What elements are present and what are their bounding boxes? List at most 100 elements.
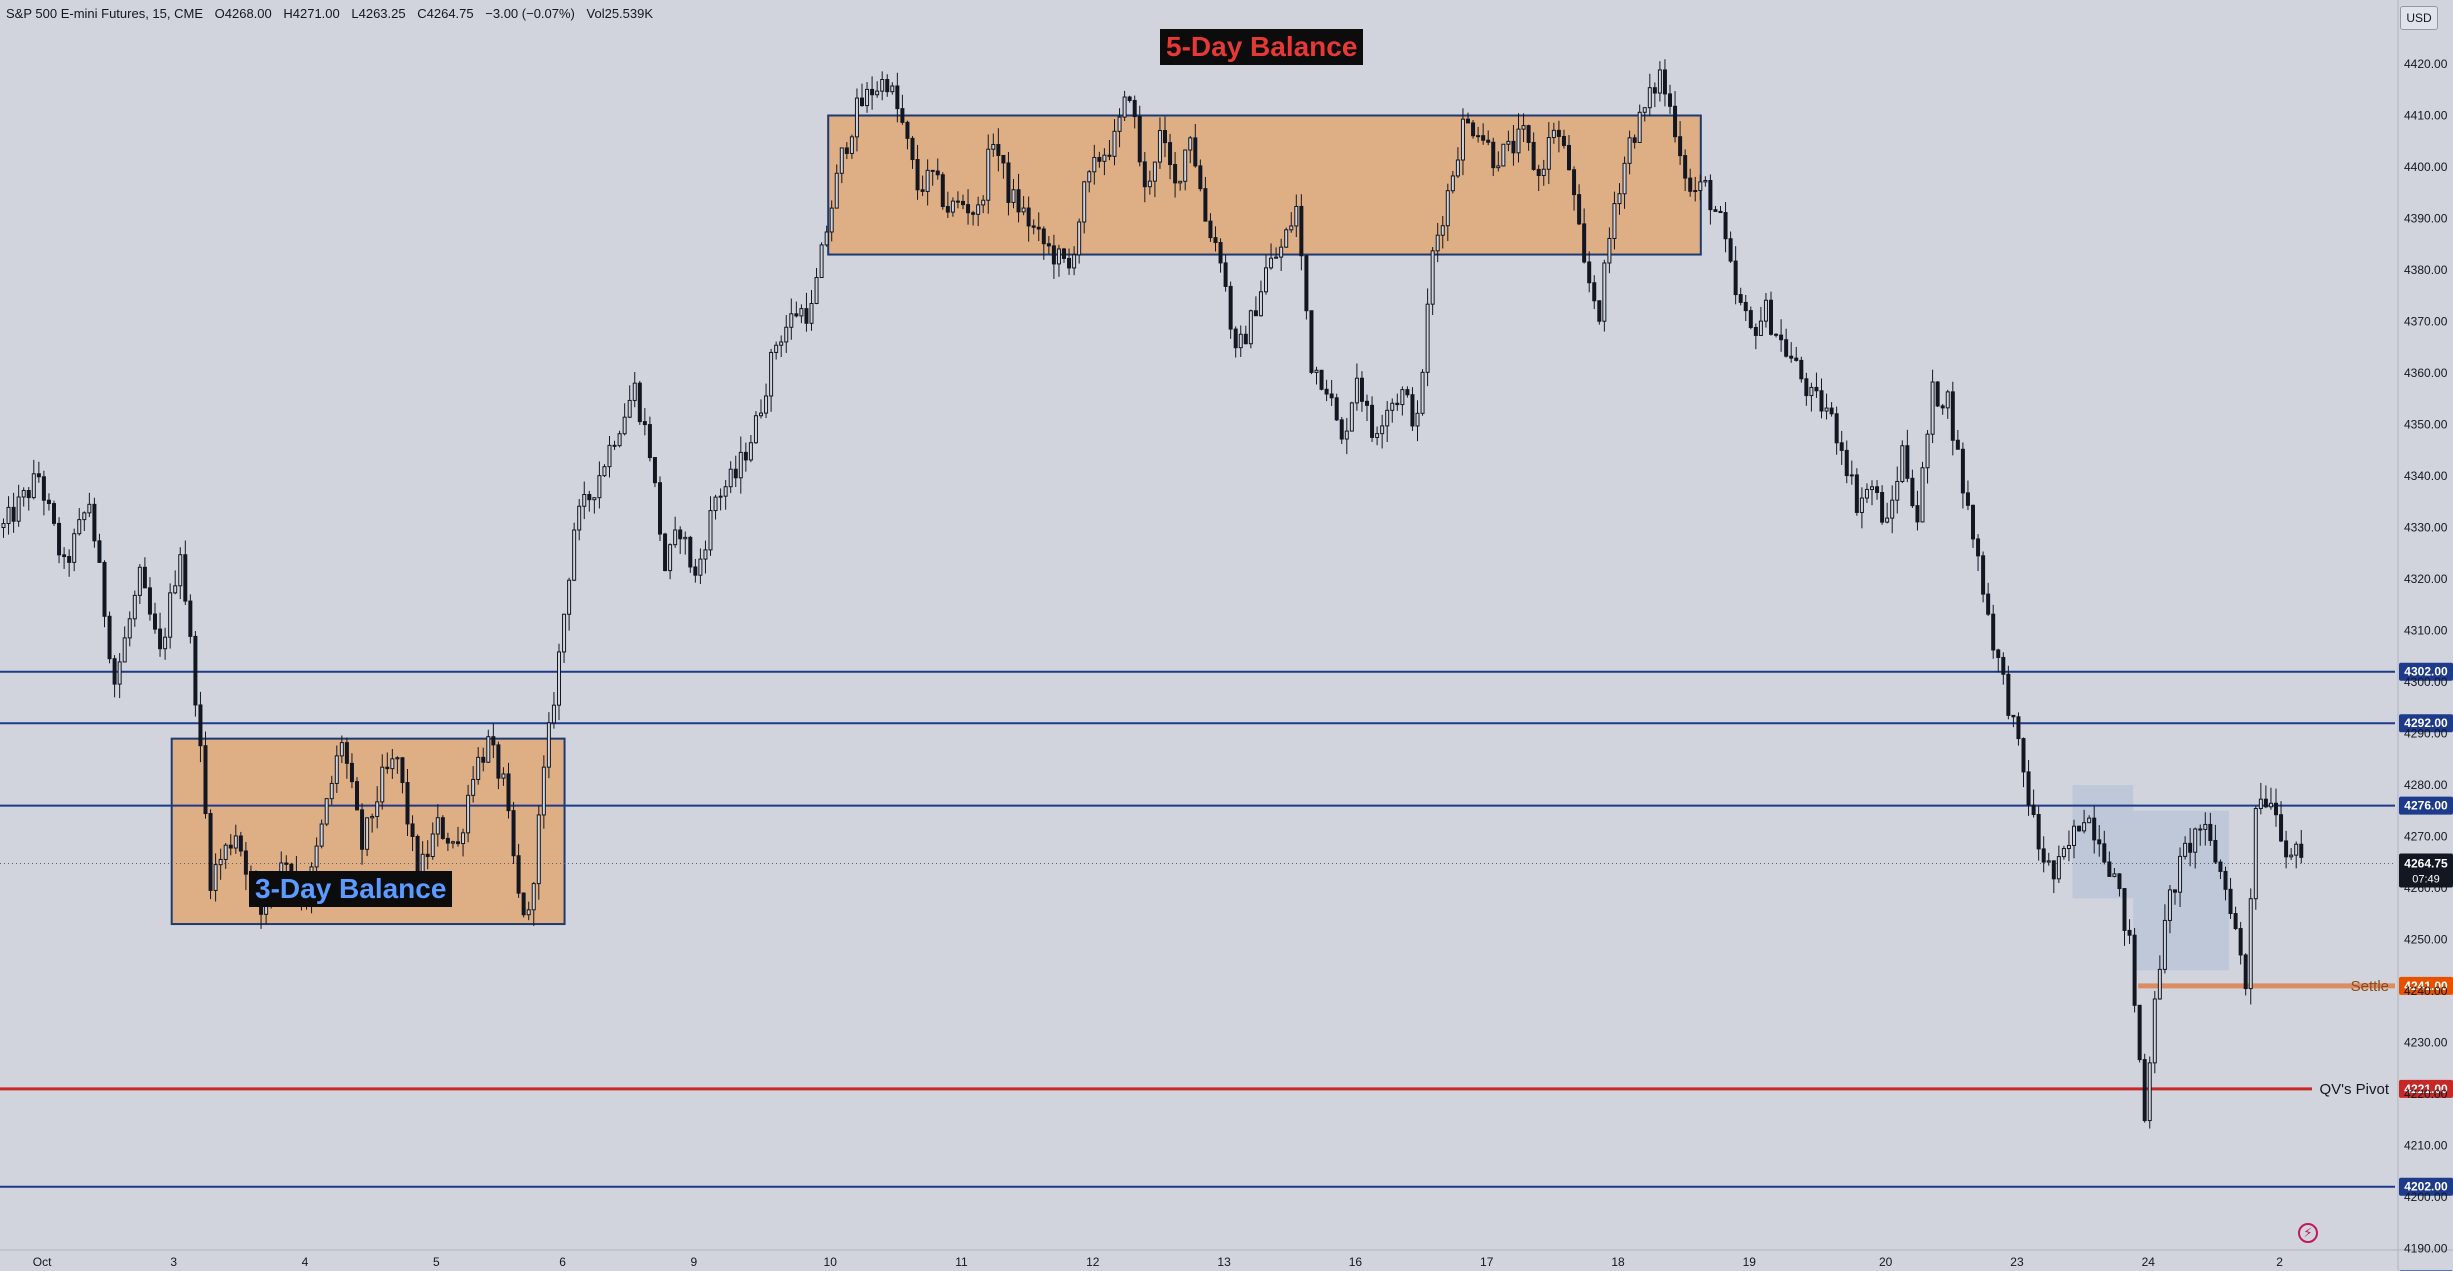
candle-body [1046,243,1051,247]
candle-body [1945,391,1950,409]
candle-body [1072,254,1077,269]
candle-body [2077,825,2082,832]
candle-body [365,817,370,850]
y-tick-label: 4400.00 [2404,160,2448,174]
candle-body [1799,359,1804,380]
candle-body [491,736,496,746]
candle-body [1829,407,1834,415]
candle-body [1652,87,1657,94]
level-price-tag [2399,976,2453,995]
candle-body [602,466,607,477]
candle-body [2117,873,2122,890]
level-price-tag-text: 4302.00 [2404,665,2448,679]
candle-body [1051,245,1056,265]
candle-body [1794,357,1799,361]
candle-body [243,850,248,875]
candle-body [1991,613,1996,651]
candle-body [1546,137,1551,170]
level-price-tag-text: 4221.00 [2404,1082,2448,1096]
candle-body [2253,808,2258,900]
candle-body [546,722,551,768]
candle-body [329,782,334,800]
candle-body [147,587,152,615]
y-tick-label: 4270.00 [2404,830,2448,844]
level-price-tag [2399,714,2453,733]
candle-body [1607,237,1612,264]
candle-body [1183,149,1188,182]
currency-button[interactable]: USD [2400,6,2438,30]
candle-body [1445,190,1450,227]
candle-body [961,200,965,206]
candle-body [6,506,11,525]
candle-body [759,412,763,417]
y-tick-label: 4210.00 [2404,1139,2448,1153]
candle-body [1203,188,1208,222]
candle-body [385,766,390,770]
candle-body [1592,282,1597,302]
candle-body [1642,107,1647,113]
candle-body [1864,488,1869,499]
candle-body [1102,154,1107,162]
candle-body [1006,162,1011,203]
candle-body [713,496,718,512]
candle-body [1506,140,1511,145]
candle-body [112,658,117,685]
candle-body [844,147,849,154]
candle-body [1723,212,1728,240]
candle-body [920,189,925,192]
candle-body [678,529,683,540]
candle-body [1804,378,1809,397]
candle-body [435,817,440,835]
candle-body [1370,404,1375,438]
candle-body [370,815,375,819]
candle-body [2021,738,2026,773]
candle-body [349,762,354,783]
candle-body [390,758,395,770]
candle-body [592,497,597,501]
candle-body [188,600,193,637]
candle-body [829,207,834,233]
candle-body [1536,168,1541,176]
candle-body [1430,250,1435,305]
candle-body [1274,256,1279,259]
candle-body [2001,656,2006,675]
candle-body [163,636,168,650]
candle-body [2097,839,2102,845]
candle-body [1253,310,1258,317]
candle-body [395,757,400,760]
candle-body [208,813,213,891]
candle-body [1016,189,1021,213]
candle-body [1077,221,1082,256]
candle-body [1647,87,1652,109]
candle-body [1743,301,1748,312]
candle-body [1466,118,1470,124]
candle-body [334,755,339,784]
lightning-icon[interactable]: ⚡ [2298,1223,2318,1243]
candle-body [2178,855,2183,893]
candle-body [1955,439,1960,450]
candle-body [955,200,960,203]
candle-body [1774,333,1779,336]
candle-body [1844,449,1849,477]
candle-body [1531,141,1536,170]
candle-body [536,814,541,885]
candle-body [1269,257,1274,269]
candle-body [1915,505,1920,523]
candle-body [890,85,895,93]
candle-body [1738,294,1743,303]
x-tick-label: 4 [302,1255,309,1269]
candle-body [824,231,829,246]
candle-body [693,566,698,576]
candle-body [1561,135,1566,146]
candle-body [1248,310,1253,345]
candle-body [1,523,6,528]
candle-body [97,540,102,563]
candle-body [1758,320,1763,336]
candle-body [476,756,481,780]
candle-body [1400,389,1405,406]
candle-body [440,817,445,839]
symbol-title[interactable]: S&P 500 E-mini Futures, 15, CME [6,6,204,21]
candle-body [1450,175,1455,192]
